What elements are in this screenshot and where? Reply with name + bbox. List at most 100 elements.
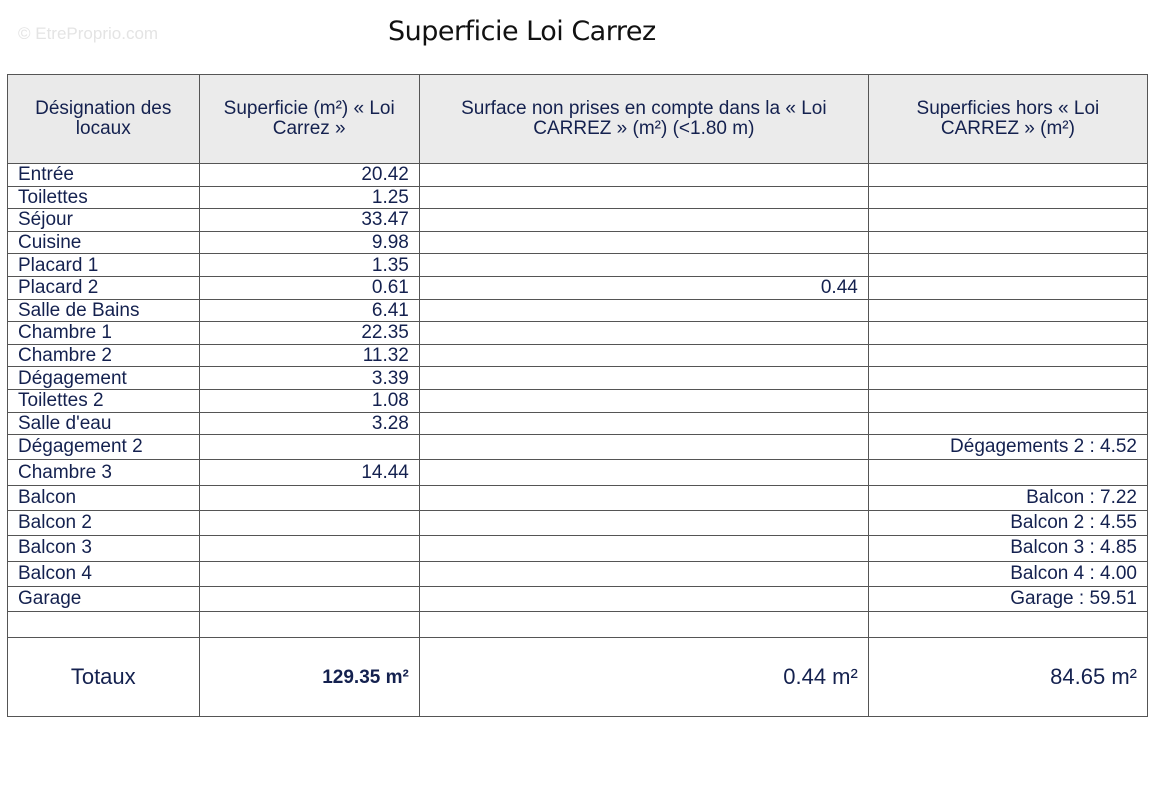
cell-non-prises [418, 253, 869, 277]
total-hors-carrez: 84.65 m² [1050, 663, 1137, 689]
cell-superficie: 1.35 [198, 253, 420, 277]
total-non-prises: 0.44 m² [783, 663, 858, 689]
total-superficie: 129.35 m² [322, 666, 409, 688]
cell-hors-carrez [867, 321, 1149, 345]
cell-hors-carrez: Garage : 59.51 [867, 585, 1149, 613]
cell-superficie [198, 611, 420, 638]
cell-superficie: 1.25 [198, 185, 420, 210]
cell-superficie: 33.47 [198, 208, 420, 232]
cell-superficie: 14.44 [198, 459, 420, 486]
cell-superficie: 6.41 [198, 298, 420, 323]
table-row: Garage Garage : 59.51 [7, 585, 1149, 613]
cell-non-prises [418, 611, 869, 638]
cell-non-prises: 0.44 [418, 275, 869, 300]
cell-hors-carrez [867, 163, 1149, 187]
cell-superficie [198, 560, 420, 587]
page-title: Superficie Loi Carrez [388, 16, 656, 47]
cell-non-prises [418, 208, 869, 232]
cell-superficie: 9.98 [198, 230, 420, 255]
loi-carrez-table: Désignation des locaux Superficie (m²) «… [7, 74, 1149, 717]
table-row: Toilettes 2 1.08 [7, 388, 1149, 413]
cell-non-prises [418, 535, 869, 562]
cell-designation: Séjour [7, 208, 200, 232]
cell-hors-carrez [867, 366, 1149, 390]
cell-designation: Placard 1 [7, 253, 200, 277]
cell-designation: Toilettes [7, 185, 200, 210]
cell-superficie [198, 510, 420, 537]
cell-non-prises [418, 343, 869, 368]
cell-non-prises [418, 163, 869, 187]
cell-hors-carrez: Dégagements 2 : 4.52 [867, 434, 1149, 461]
cell-non-prises [418, 411, 869, 436]
table-row: Balcon 4 Balcon 4 : 4.00 [7, 560, 1149, 587]
table-row: Placard 1 1.35 [7, 253, 1149, 277]
table-row: Entrée 20.42 [7, 163, 1149, 187]
cell-hors-carrez [867, 275, 1149, 300]
cell-non-prises [418, 366, 869, 390]
table-row: Placard 2 0.61 0.44 [7, 275, 1149, 300]
cell-hors-carrez [867, 611, 1149, 638]
cell-hors-carrez [867, 388, 1149, 413]
totals-row: Totaux 129.35 m² 0.44 m² 84.65 m² [7, 636, 1149, 717]
table-row: Chambre 1 22.35 [7, 321, 1149, 345]
table-row: Toilettes 1.25 [7, 185, 1149, 210]
cell-non-prises [418, 560, 869, 587]
header-row: Désignation des locaux Superficie (m²) «… [7, 74, 1149, 164]
cell-designation: Balcon [7, 484, 200, 512]
cell-non-prises [418, 298, 869, 323]
cell-designation: Chambre 2 [7, 343, 200, 368]
header-superficie: Superficie (m²) « Loi Carrez » [198, 74, 420, 164]
totals-cell: Totaux [7, 636, 200, 717]
cell-designation: Placard 2 [7, 275, 200, 300]
cell-designation: Garage [7, 585, 200, 613]
cell-hors-carrez [867, 208, 1149, 232]
cell-superficie: 11.32 [198, 343, 420, 368]
cell-designation: Cuisine [7, 230, 200, 255]
cell-hors-carrez: Balcon 4 : 4.00 [867, 560, 1149, 587]
totals-cell: 84.65 m² [867, 636, 1149, 717]
cell-superficie: 20.42 [198, 163, 420, 187]
cell-non-prises [418, 388, 869, 413]
cell-hors-carrez: Balcon : 7.22 [867, 484, 1149, 512]
cell-designation [7, 611, 200, 638]
cell-designation: Toilettes 2 [7, 388, 200, 413]
cell-designation: Entrée [7, 163, 200, 187]
table-row: Salle de Bains 6.41 [7, 298, 1149, 323]
cell-non-prises [418, 230, 869, 255]
cell-designation: Salle de Bains [7, 298, 200, 323]
cell-superficie: 22.35 [198, 321, 420, 345]
cell-hors-carrez [867, 253, 1149, 277]
cell-superficie [198, 535, 420, 562]
totals-cell: 0.44 m² [418, 636, 869, 717]
watermark: © EtreProprio.com [18, 24, 159, 43]
cell-designation: Chambre 3 [7, 459, 200, 486]
header-non-prises: Surface non prises en compte dans la « L… [418, 74, 869, 164]
cell-hors-carrez [867, 411, 1149, 436]
table-row [7, 611, 1149, 638]
cell-non-prises [418, 434, 869, 461]
header-designation: Désignation des locaux [7, 74, 200, 164]
cell-superficie: 3.28 [198, 411, 420, 436]
cell-hors-carrez [867, 343, 1149, 368]
cell-hors-carrez [867, 185, 1149, 210]
cell-hors-carrez: Balcon 2 : 4.55 [867, 510, 1149, 537]
table-row: Dégagement 3.39 [7, 366, 1149, 390]
table-row: Balcon 2 Balcon 2 : 4.55 [7, 510, 1149, 537]
cell-non-prises [418, 185, 869, 210]
cell-hors-carrez [867, 459, 1149, 486]
table-row: Balcon Balcon : 7.22 [7, 484, 1149, 512]
cell-designation: Salle d'eau [7, 411, 200, 436]
cell-non-prises [418, 510, 869, 537]
cell-superficie [198, 434, 420, 461]
cell-hors-carrez [867, 230, 1149, 255]
cell-superficie [198, 585, 420, 613]
cell-superficie: 0.61 [198, 275, 420, 300]
table-row: Séjour 33.47 [7, 208, 1149, 232]
table-row: Chambre 3 14.44 [7, 459, 1149, 486]
cell-designation: Dégagement [7, 366, 200, 390]
cell-non-prises [418, 321, 869, 345]
table-row: Balcon 3 Balcon 3 : 4.85 [7, 535, 1149, 562]
totals-label: Totaux [70, 663, 136, 689]
cell-designation: Chambre 1 [7, 321, 200, 345]
table-row: Salle d'eau 3.28 [7, 411, 1149, 436]
